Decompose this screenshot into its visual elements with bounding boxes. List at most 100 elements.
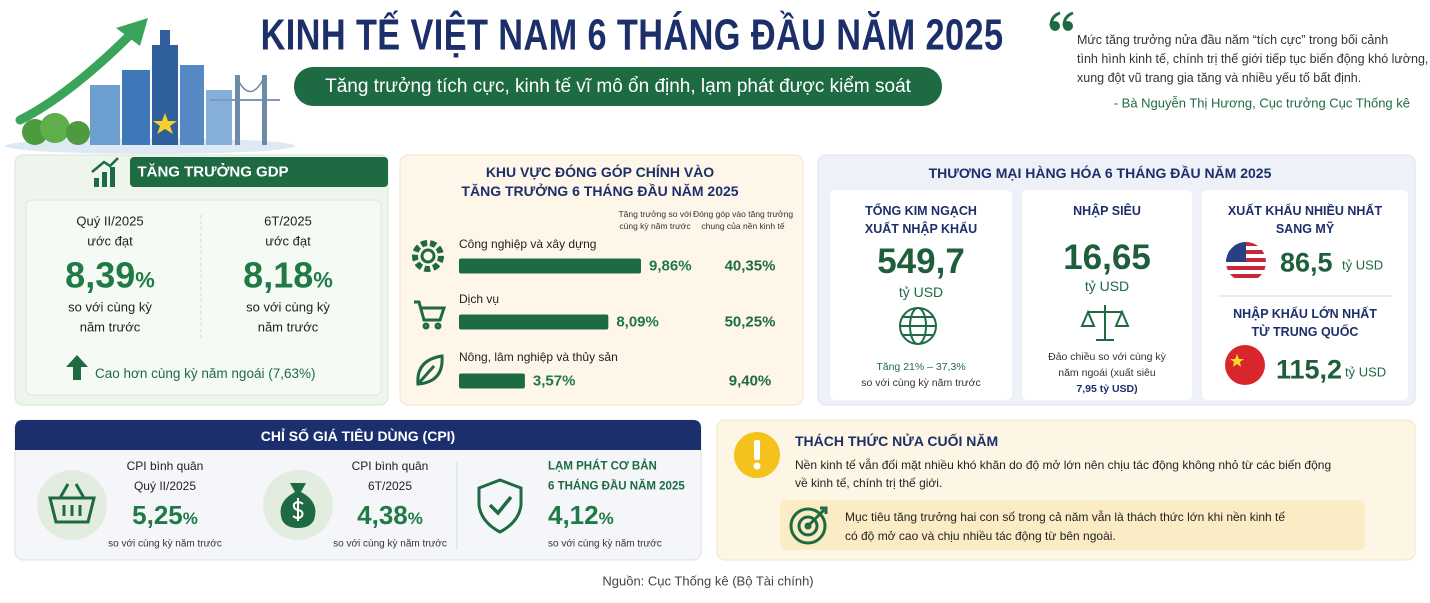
gdp-compare: năm trước	[257, 319, 319, 335]
quote-tail	[1049, 11, 1061, 27]
gdp-inner	[25, 199, 382, 396]
cpi-label: LẠM PHÁT CƠ BẢN	[548, 460, 657, 473]
gdp-footnote: Cao hơn cùng kỳ năm ngoái (7,63%)	[95, 366, 316, 382]
panel-title: CHỈ SỐ GIÁ TIÊU DÙNG (CPI)	[260, 427, 456, 444]
subtitle: Tăng trưởng tích cực, kinh tế vĩ mô ổn đ…	[325, 76, 911, 98]
gdp-note: ước đạt	[87, 233, 133, 249]
basket-icon	[48, 483, 96, 524]
us-flag	[1226, 242, 1266, 282]
panel-title: THƯƠNG MẠI HÀNG HÓA 6 THÁNG ĐẦU NĂM 2025	[928, 164, 1272, 181]
gear-icon	[412, 240, 444, 272]
building	[180, 65, 204, 145]
card-title: TỪ TRUNG QUỐC	[1251, 324, 1359, 339]
gdp-note: ước đạt	[265, 233, 311, 249]
trade-card	[830, 190, 1012, 400]
source: Nguồn: Cục Thống kê (Bộ Tài chính)	[602, 573, 814, 589]
building	[152, 45, 178, 145]
quote-author: - Bà Nguyễn Thị Hương, Cục trưởng Cục Th…	[1113, 95, 1410, 111]
building	[122, 70, 150, 145]
growth-label: 9,86%	[649, 257, 692, 275]
up-arrow	[66, 355, 88, 380]
sector-name: Nông, lâm nghiệp và thủy sản	[459, 350, 618, 365]
cpi-label: 6T/2025	[367, 479, 413, 494]
trade-value: 86,5	[1280, 247, 1333, 278]
trade-unit: tỷ USD	[1084, 277, 1130, 294]
challenge-text: Nền kinh tế vẫn đối mặt nhiều khó khăn d…	[795, 458, 1332, 473]
growth-arrow-head	[116, 18, 148, 46]
dollar-sign	[292, 498, 304, 521]
unit: %	[182, 509, 198, 529]
main-title: KINH TẾ VIỆT NAM 6 THÁNG ĐẦU NĂM 2025	[260, 10, 1004, 60]
cpi-label: CPI bình quân	[351, 459, 429, 474]
sector-icons	[412, 240, 447, 386]
cpi-note: so với cùng kỳ năm trước	[548, 538, 662, 550]
tree	[66, 121, 90, 145]
gdp-period: Quý II/2025	[76, 213, 144, 229]
bridge-pylon	[235, 75, 240, 145]
flag-star	[1230, 354, 1244, 367]
sectors-panel	[399, 154, 804, 406]
card-title: NHẬP KHẨU LỚN NHẤT	[1233, 306, 1377, 321]
trade-note: Tăng 21% – 37,3%	[876, 360, 966, 373]
panel-title: TĂNG TRƯỞNG GDP	[137, 163, 289, 181]
cpi-value: 4,38%	[357, 500, 423, 531]
column-header: Tăng trưởng so với	[618, 209, 692, 220]
icon-bar	[110, 167, 115, 187]
value: 8,39	[65, 254, 136, 296]
value: 5,25	[132, 500, 183, 531]
building	[206, 90, 232, 145]
trade-note: Đảo chiều so với cùng kỳ	[1048, 350, 1166, 363]
icon-arrow	[91, 157, 119, 173]
target-box	[780, 500, 1365, 550]
scale-pan	[1080, 309, 1096, 327]
trade-unit: tỷ USD	[898, 283, 944, 300]
column-header: Đóng góp vào tăng trưởng	[692, 209, 794, 220]
value: 4,38	[357, 500, 408, 531]
trade-note: so với cùng kỳ năm trước	[861, 376, 981, 389]
shield-icon	[477, 478, 523, 534]
gdp-icon	[91, 157, 119, 187]
flag-stripe	[1226, 266, 1266, 270]
trade-unit: tỷ USD	[1345, 364, 1387, 380]
card-title: NHẬP SIÊU	[1073, 203, 1141, 218]
value: 8,18	[243, 254, 314, 296]
target-icon	[789, 506, 828, 545]
growth-bar	[459, 258, 641, 274]
cart-wheel	[434, 322, 442, 330]
cpi-label: 6 THÁNG ĐẦU NĂM 2025	[548, 480, 685, 493]
trade-note: năm ngoái (xuất siêu	[1058, 366, 1156, 379]
cpi-header	[15, 420, 701, 450]
building	[160, 30, 170, 46]
sector-name: Dịch vụ	[459, 292, 500, 307]
icon-bar	[102, 172, 107, 187]
share-label: 50,25%	[724, 313, 776, 331]
check-mark	[488, 495, 513, 516]
city-illustration	[5, 18, 295, 154]
trade-value: 16,65	[1063, 237, 1151, 277]
tree	[40, 113, 70, 143]
card-title: SANG MỸ	[1275, 221, 1335, 236]
cpi-note: so với cùng kỳ năm trước	[333, 538, 447, 550]
trade-unit: tỷ USD	[1342, 257, 1384, 273]
gdp-tab	[130, 157, 388, 187]
quote-tail	[1062, 11, 1074, 27]
value: 4,12	[548, 500, 599, 531]
quote-line: Mức tăng trưởng nửa đầu năm “tích cực” t…	[1077, 32, 1389, 47]
scale-pan	[1114, 309, 1130, 327]
unit: %	[598, 509, 614, 529]
growth-label: 3,57%	[532, 372, 576, 390]
bridge-cable	[236, 77, 265, 93]
target-text: Mục tiêu tăng trưởng hai con số trong cả…	[845, 510, 1286, 525]
panel-title: KHU VỰC ĐÓNG GÓP CHÍNH VÀO	[485, 163, 715, 180]
bridge-pylon	[262, 75, 267, 145]
building	[90, 85, 120, 145]
card-title: XUẤT NHẬP KHẨU	[864, 221, 978, 236]
trade-note: 7,95 tỷ USD)	[1076, 382, 1138, 395]
unit: %	[135, 267, 155, 293]
flag-stripe	[1226, 274, 1266, 278]
unit: %	[407, 509, 423, 529]
share-label: 9,40%	[728, 372, 772, 390]
growth-label: 8,09%	[616, 313, 659, 331]
panel-title: TĂNG TRƯỞNG 6 THÁNG ĐẦU NĂM 2025	[461, 182, 739, 199]
